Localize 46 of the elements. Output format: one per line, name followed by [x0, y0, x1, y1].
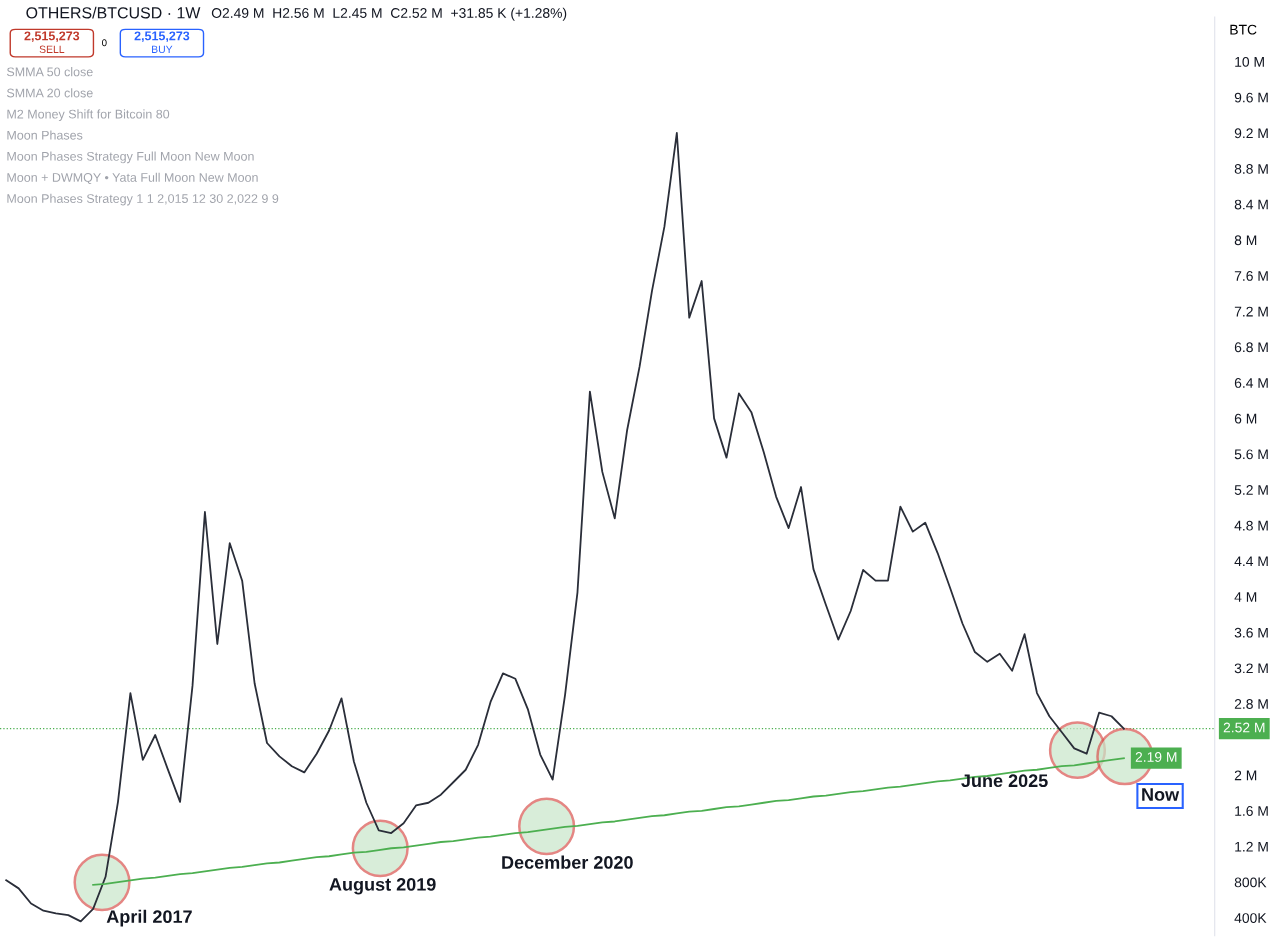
y-tick-label: 1.2 M — [1235, 841, 1268, 852]
y-tick-label: 10 M — [1235, 56, 1264, 67]
ref-line-label: 2.52 M — [1223, 722, 1265, 733]
y-tick-label: 6.8 M — [1234, 342, 1268, 353]
annotation: 0 — [102, 39, 107, 47]
y-tick-label: 9.6 M — [1234, 92, 1268, 103]
annotation: Moon Phases Strategy 1 1 2,015 12 30 2,022 9 9 — [7, 193, 279, 206]
annotation: 2,515,273 — [134, 31, 190, 43]
y-tick-label: 400K — [1234, 913, 1267, 923]
annotation: SELL — [39, 45, 65, 53]
annotation: Moon Phases — [7, 130, 83, 140]
y-tick-label: 4.4 M — [1234, 556, 1268, 567]
y-tick-label: 7.6 M — [1234, 271, 1268, 281]
text: Now — [1142, 788, 1180, 801]
y-tick-label: 7.2 M — [1234, 306, 1268, 317]
y-tick-label: 6.4 M — [1234, 378, 1268, 388]
y-axis-title: BTC — [1230, 24, 1257, 35]
y-tick-label: 4.8 M — [1234, 520, 1268, 531]
y-tick-label: 8 M — [1234, 235, 1257, 246]
annotation: BUY — [152, 45, 173, 53]
annotation: M2 Money Shift for Bitcoin 80 — [7, 109, 170, 121]
y-tick-label: 2 M — [1234, 770, 1257, 781]
annotation: August 2019 — [329, 878, 436, 895]
y-tick-label: 1.6 M — [1235, 806, 1268, 816]
y-tick-label: 8.4 M — [1234, 199, 1268, 210]
annotation: Moon + DWMQY • Yata Full Moon New Moon — [7, 172, 258, 185]
chart-title: OTHERS/BTCUSD · 1W — [26, 6, 201, 19]
y-tick-label: 3.2 M — [1234, 663, 1268, 674]
data-label: 2.19 M — [1135, 752, 1177, 762]
y-tick-label: 5.6 M — [1234, 449, 1268, 460]
annotation: SMMA 50 close — [6, 67, 93, 77]
y-tick-label: 8.8 M — [1234, 163, 1268, 174]
annotation: Moon Phases Strategy Full Moon New Moon — [7, 151, 254, 164]
y-tick-label: 5.2 M — [1234, 485, 1268, 495]
y-tick-label: 2.8 M — [1234, 699, 1268, 709]
annotation: December 2020 — [502, 855, 633, 869]
chart-subtitle: O2.49 M H2.56 M L2.45 M C2.52 M +31.85 K (+1.28%) — [211, 7, 567, 21]
annotation: SMMA 20 close — [6, 88, 93, 98]
y-tick-label: 4 M — [1234, 592, 1257, 602]
annotation: 2,515,273 — [24, 31, 80, 43]
annotation: June 2025 — [961, 774, 1048, 788]
annotation: April 2017 — [106, 909, 192, 927]
y-tick-label: 800K — [1234, 877, 1267, 888]
y-tick-label: 6 M — [1234, 413, 1257, 424]
y-tick-label: 9.2 M — [1234, 128, 1268, 139]
y-tick-label: 3.6 M — [1234, 627, 1268, 638]
